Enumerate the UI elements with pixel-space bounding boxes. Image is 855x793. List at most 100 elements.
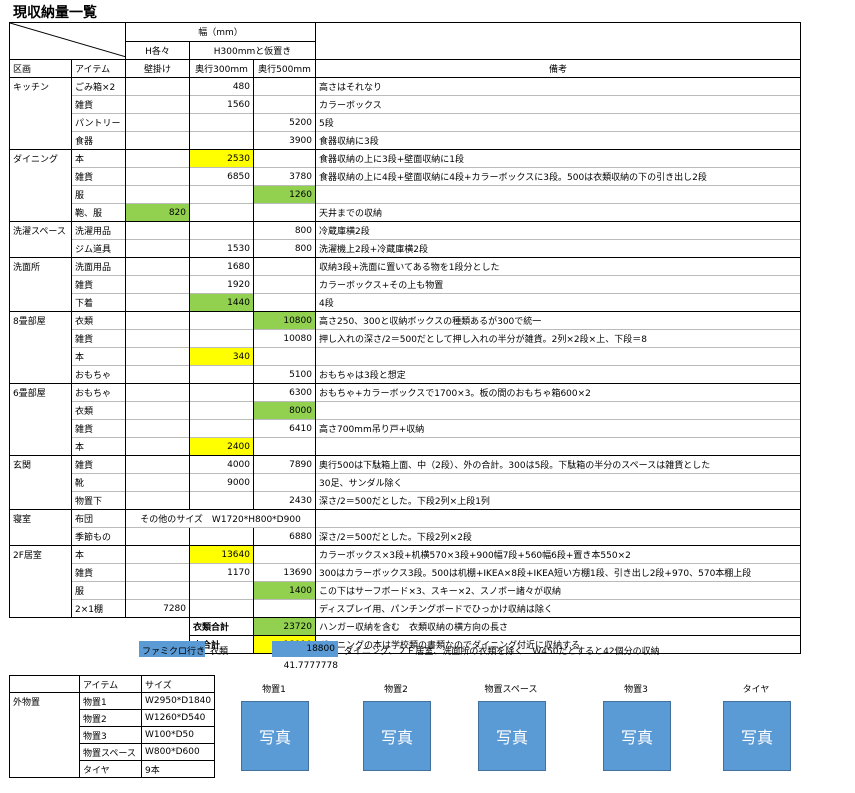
d500-cell xyxy=(253,275,316,294)
d300-cell xyxy=(189,365,254,384)
wall-cell xyxy=(125,527,190,546)
d500-cell: 10080 xyxy=(253,329,316,348)
note-cell: 高さ700mm吊り戸+収納 xyxy=(315,419,801,438)
photo-label: タイヤ xyxy=(742,685,770,695)
d500-cell xyxy=(253,203,316,222)
area-cell xyxy=(9,347,72,366)
wall-cell xyxy=(125,347,190,366)
wall-cell xyxy=(125,293,190,312)
d500-cell: 6410 xyxy=(253,419,316,438)
d300-cell xyxy=(189,527,254,546)
note-cell: 食器収納の上に4段+壁面収納に4段+カラーボックスに3段。500は衣類収納の下の… xyxy=(315,167,801,186)
d500-header: 奥行500mm xyxy=(253,59,316,78)
d300-cell: 4000 xyxy=(189,455,254,474)
note-cell xyxy=(315,347,801,366)
item-header: アイテム xyxy=(71,59,126,78)
item-cell: 雑貨 xyxy=(71,95,126,114)
table-row: 靴 9000 30足、サンダル除く xyxy=(9,473,801,492)
table-row: 洗面所 洗面用品 1680 収納3段+洗面に置いてある物を1段分とした xyxy=(9,257,801,276)
width-header: 幅（mm） xyxy=(125,22,316,42)
d300-cell xyxy=(189,203,254,222)
d300-cell: 340 xyxy=(189,347,254,366)
area-cell: 6畳部屋 xyxy=(9,383,72,402)
wall-cell xyxy=(125,221,190,240)
d300-cell: 1560 xyxy=(189,95,254,114)
table-row: パントリー 5200 5段 xyxy=(9,113,801,132)
area-cell xyxy=(9,131,72,150)
d500-cell xyxy=(253,149,316,168)
outdoor-row: 物置2 W1260*D540 xyxy=(9,709,216,727)
note-cell: 天井までの収納 xyxy=(315,203,801,222)
diagonal-header-cell xyxy=(9,22,126,60)
outdoor-size: W100*D50 xyxy=(140,726,216,744)
d500-cell: 1260 xyxy=(253,185,316,204)
area-cell xyxy=(9,293,72,312)
area-cell: 寝室 xyxy=(9,509,72,528)
total-row: 衣類合計 23720 ハンガー収納を含む 衣類収納の横方向の長さ xyxy=(10,617,801,636)
table-row: 雑貨 1920 カラーボックス+その上も物置 xyxy=(9,275,801,294)
note-cell: 洗濯機上2段+冷蔵庫横2段 xyxy=(315,239,801,258)
d300-cell: 13640 xyxy=(189,545,254,564)
area-cell xyxy=(9,365,72,384)
total-value: 23720 xyxy=(253,617,316,636)
item-cell: 洗面用品 xyxy=(71,257,126,276)
d300-cell: 1440 xyxy=(189,293,254,312)
note-cell xyxy=(315,437,801,456)
note-cell: ディスプレイ用、パンチングボードでひっかけ収納は除く xyxy=(315,599,801,618)
note-cell: 4段 xyxy=(315,293,801,312)
item-cell: 食器 xyxy=(71,131,126,150)
outdoor-area: 外物置 xyxy=(9,692,80,710)
outdoor-item: 物置2 xyxy=(79,709,142,727)
table-row: 8畳部屋 衣類 10800 高さ250、300と収納ボックスの種類あるが300で統一 xyxy=(9,311,801,330)
table-row: ジム道具 1530 800 洗濯機上2段+冷蔵庫横2段 xyxy=(9,239,801,258)
photo-label: 物置2 xyxy=(384,685,408,695)
wall-cell xyxy=(125,437,190,456)
notes-header: 備考 xyxy=(315,59,801,78)
fami-label: ファミクロ行き xyxy=(142,647,206,657)
d300-cell: 1680 xyxy=(189,257,254,276)
item-cell: 服 xyxy=(71,185,126,204)
d300-cell xyxy=(189,599,254,618)
d500-cell xyxy=(253,77,316,96)
table-row: 下着 1440 4段 xyxy=(9,293,801,312)
note-cell: 冷蔵庫横2段 xyxy=(315,221,801,240)
table-row: 雑貨 10080 押し入れの深さ/2＝500だとして押し入れの半分が雑貨。2列×2段… xyxy=(9,329,801,348)
item-cell: 下着 xyxy=(71,293,126,312)
outdoor-storage-table: アイテム サイズ 外物置 物置1 W2950*D1840 物置2 W1260*D540 物… xyxy=(9,675,216,778)
area-cell: 玄関 xyxy=(9,455,72,474)
total-label: 衣類合計 xyxy=(189,617,254,636)
table-row: 服 1400 この下はサーフボード×3、スキー×2、スノボー諸々が収納 xyxy=(9,581,801,600)
item-cell: 雑貨 xyxy=(71,275,126,294)
item-cell: ジム道具 xyxy=(71,239,126,258)
photo-placeholder: 写真 xyxy=(723,701,791,771)
d300-cell xyxy=(189,419,254,438)
wall-cell: 820 xyxy=(125,203,190,222)
item-cell: 雑貨 xyxy=(71,563,126,582)
item-cell: 鞄、服 xyxy=(71,203,126,222)
wall-cell: 7280 xyxy=(125,599,190,618)
area-cell: キッチン xyxy=(9,77,72,96)
table-row: 雑貨 1560 カラーボックス xyxy=(9,95,801,114)
note-cell xyxy=(315,185,801,204)
d300-cell: 2530 xyxy=(189,149,254,168)
h300-header: H300mmと仮置き xyxy=(189,41,316,60)
outdoor-size: W2950*D1840 xyxy=(140,692,216,710)
area-cell xyxy=(9,239,72,258)
area-header: 区画 xyxy=(9,59,72,78)
note-cell: 奥行500は下駄箱上面、中（2段）、外の合計。300は5段。下駄箱の半分のスペー… xyxy=(315,455,801,474)
wall-cell xyxy=(125,563,190,582)
d500-cell xyxy=(253,599,316,618)
photo-placeholder: 写真 xyxy=(363,701,431,771)
d500-cell: 1400 xyxy=(253,581,316,600)
d500-cell: 3900 xyxy=(253,131,316,150)
area-cell xyxy=(9,167,72,186)
photo-placeholder: 写真 xyxy=(241,701,309,771)
area-cell xyxy=(9,95,72,114)
item-cell: 雑貨 xyxy=(71,167,126,186)
note-cell: 押し入れの深さ/2＝500だとして押し入れの半分が雑貨。2列×2段×上、下段＝8 xyxy=(315,329,801,348)
note-cell: おもちゃ+カラーボックスで1700×3。板の間のおもちゃ箱600×2 xyxy=(315,383,801,402)
d300-cell: 480 xyxy=(189,77,254,96)
area-cell: 2F居室 xyxy=(9,545,72,564)
wall-cell xyxy=(125,419,190,438)
wall-cell xyxy=(125,257,190,276)
